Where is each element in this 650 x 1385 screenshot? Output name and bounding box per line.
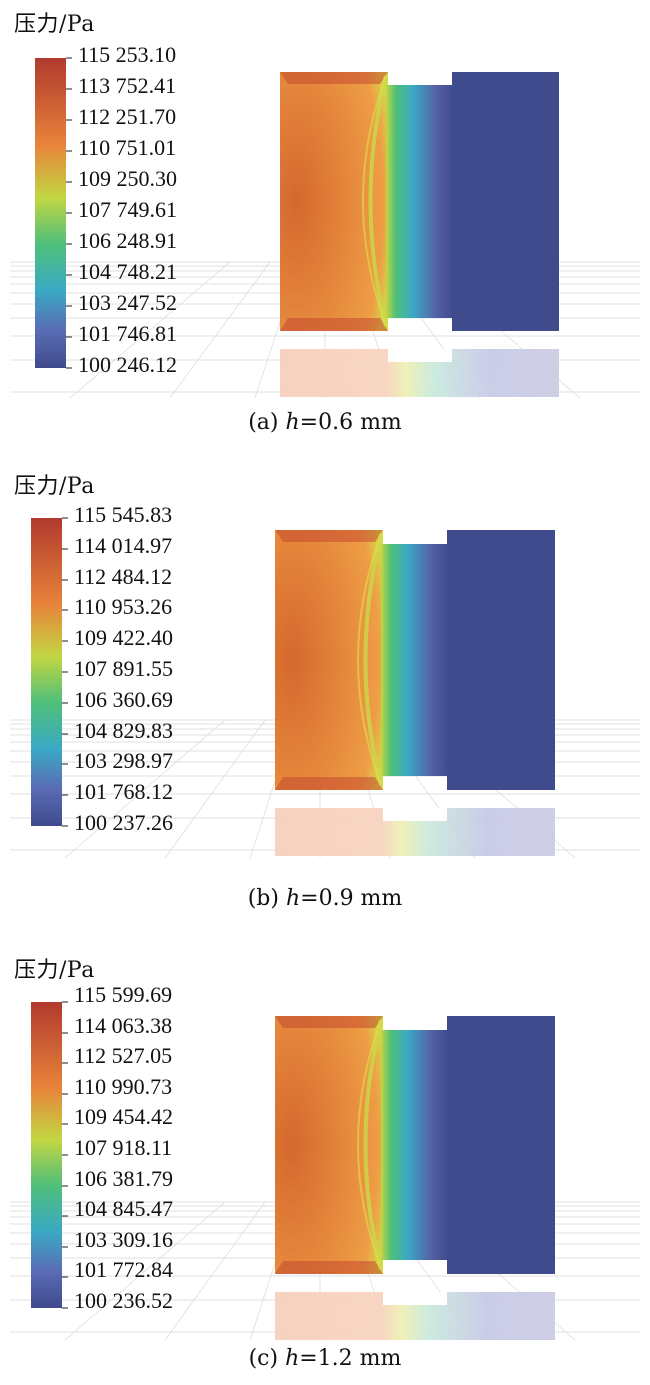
tick-label: 104 748.21 [78, 259, 177, 284]
tick-label: 112 527.05 [74, 1043, 172, 1068]
tick-label: 114 063.38 [74, 1013, 172, 1038]
tick-label: 104 829.83 [74, 718, 173, 743]
reflection-a [280, 349, 559, 397]
tick-label: 110 953.26 [74, 594, 172, 619]
tick-label: 103 309.16 [74, 1227, 173, 1252]
tick-label: 112 484.12 [74, 564, 172, 589]
contour-plot-a: 115 253.10 113 752.41 112 251.70 110 751… [10, 42, 640, 399]
pressure-unit-label: 压力/Pa [14, 474, 95, 499]
reflection-b [275, 808, 555, 856]
colorbar [35, 58, 66, 368]
colorbar-ticks [62, 1001, 68, 1309]
colorbar [31, 1002, 62, 1308]
caption-prefix: (b) [247, 886, 286, 911]
caption-value: =1.2 mm [299, 1346, 402, 1371]
tick-label: 109 454.42 [74, 1104, 173, 1129]
tick-label: 112 251.70 [78, 104, 176, 129]
tick-label: 106 248.91 [78, 228, 177, 253]
tick-label: 110 751.01 [78, 135, 176, 160]
caption-variable: h [285, 410, 300, 435]
caption-prefix: (c) [248, 1346, 286, 1371]
tick-label: 104 845.47 [74, 1196, 173, 1221]
tick-label: 100 236.52 [74, 1288, 173, 1313]
tick-label: 106 381.79 [74, 1166, 173, 1191]
tick-label: 115 545.83 [74, 502, 172, 527]
flow-domain-c [275, 1016, 555, 1274]
tick-label: 106 360.69 [74, 687, 173, 712]
tick-label: 103 247.52 [78, 290, 177, 315]
panel-b: 压力/Pa [0, 462, 650, 922]
colorbar-tick-labels: 115 599.69 114 063.38 112 527.05 110 990… [74, 982, 173, 1313]
colorbar-tick-labels: 115 253.10 113 752.41 112 251.70 110 751… [78, 42, 177, 377]
colorbar-ticks [62, 517, 68, 827]
contour-plot-c: 115 599.69 114 063.38 112 527.05 110 990… [10, 982, 640, 1341]
tick-label: 100 237.26 [74, 810, 173, 835]
tick-label: 100 246.12 [78, 352, 177, 377]
pressure-unit-label: 压力/Pa [14, 12, 95, 37]
tick-label: 101 746.81 [78, 321, 177, 346]
tick-label: 107 918.11 [74, 1135, 172, 1160]
caption-value: =0.9 mm [300, 886, 403, 911]
colorbar [31, 518, 62, 826]
caption-prefix: (a) [248, 410, 286, 435]
tick-label: 109 422.40 [74, 625, 173, 650]
tick-label: 101 768.12 [74, 779, 173, 804]
tick-label: 103 298.97 [74, 748, 173, 773]
tick-label: 114 014.97 [74, 533, 172, 558]
flow-domain-b [275, 530, 555, 790]
tick-label: 101 772.84 [74, 1257, 173, 1282]
colorbar-ticks [66, 57, 72, 369]
panel-c: 压力/Pa [0, 946, 650, 1385]
contour-plot-b: 115 545.83 114 014.97 112 484.12 110 953… [10, 502, 640, 859]
tick-label: 115 253.10 [78, 42, 176, 67]
tick-label: 107 891.55 [74, 656, 173, 681]
tick-label: 115 599.69 [74, 982, 172, 1007]
caption-a: (a) h=0.6 mm [0, 410, 650, 435]
caption-variable: h [285, 886, 301, 911]
panel-a: 压力/Pa [0, 0, 650, 440]
reflection-c [275, 1292, 555, 1340]
caption-variable: h [285, 1346, 300, 1371]
caption-b: (b) h=0.9 mm [0, 886, 650, 911]
tick-label: 107 749.61 [78, 197, 177, 222]
tick-label: 110 990.73 [74, 1074, 172, 1099]
flow-domain-a [280, 72, 559, 331]
tick-label: 113 752.41 [78, 73, 176, 98]
tick-label: 109 250.30 [78, 166, 177, 191]
caption-c: (c) h=1.2 mm [0, 1346, 650, 1371]
pressure-unit-label: 压力/Pa [14, 958, 95, 983]
caption-value: =0.6 mm [299, 410, 402, 435]
colorbar-tick-labels: 115 545.83 114 014.97 112 484.12 110 953… [74, 502, 173, 835]
